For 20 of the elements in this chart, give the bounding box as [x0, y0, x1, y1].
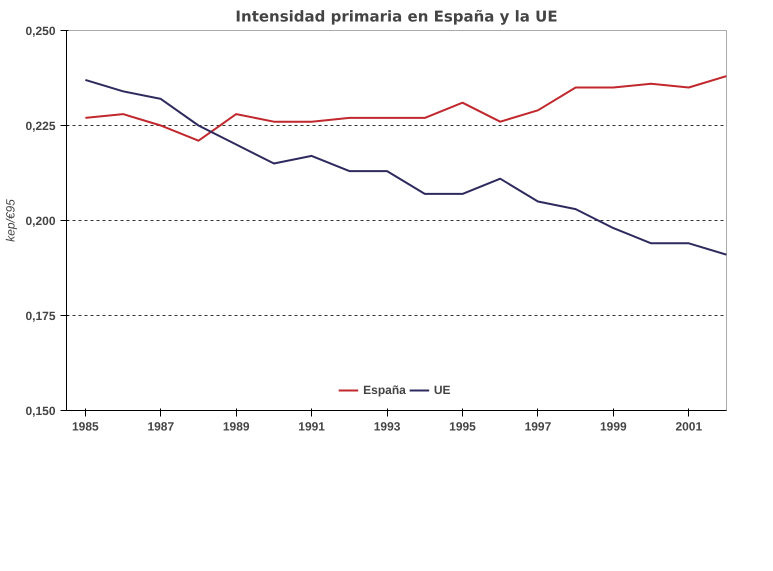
x-tick-label: 1985 [72, 420, 100, 434]
y-tick-label: 0,200 [25, 214, 56, 228]
x-tick-label: 1995 [449, 420, 476, 434]
legend-label: UE [434, 383, 452, 397]
y-tick-label: 0,250 [25, 24, 56, 38]
x-tick-label: 1999 [600, 420, 628, 434]
x-tick-label: 1991 [298, 420, 326, 434]
x-tick-label: 1989 [222, 420, 250, 434]
x-tick-label: 1997 [524, 420, 552, 434]
line-series [84, 75, 726, 142]
legend-label: España [363, 383, 406, 397]
x-tick-label: 2001 [675, 420, 702, 434]
y-tick-label: 0,225 [25, 119, 56, 133]
y-axis-title: kep/€95 [3, 198, 18, 242]
y-tick-label: 0,175 [25, 309, 56, 323]
y-tick-label: 0,150 [25, 404, 56, 418]
x-tick-label: 1993 [374, 420, 401, 434]
chart-title: Intensidad primaria en España y la UE [235, 8, 558, 26]
x-tick-label: 1987 [147, 420, 174, 434]
line-series [84, 78, 726, 256]
